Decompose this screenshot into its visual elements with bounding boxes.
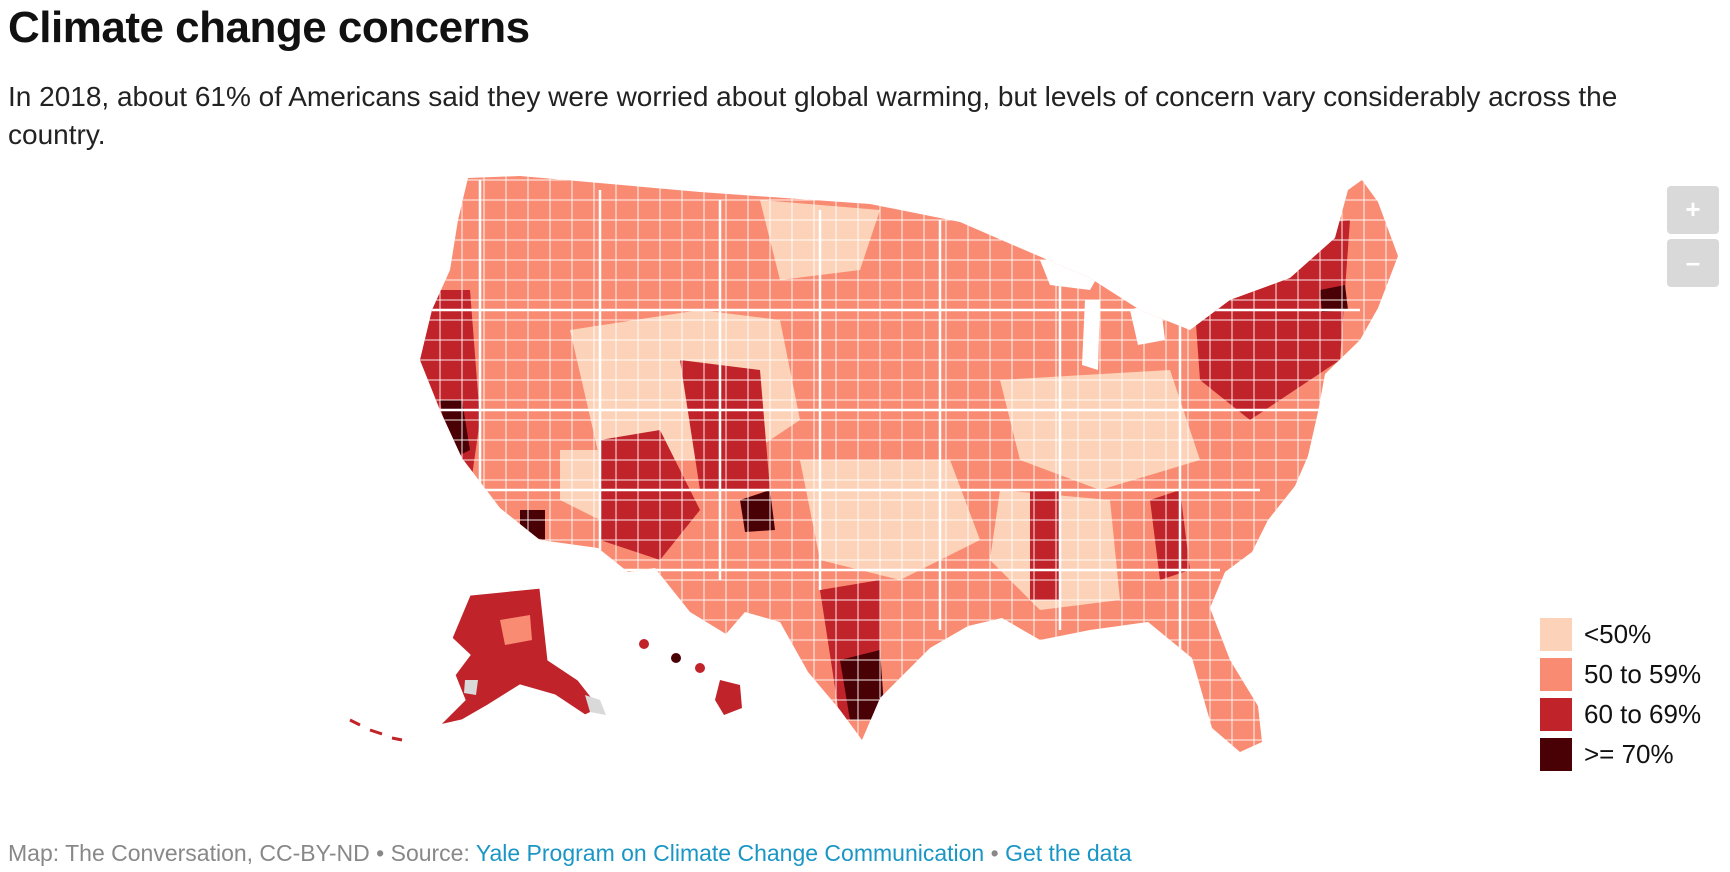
alaska-missing-data-2	[585, 695, 606, 715]
map-svg[interactable]	[0, 160, 1730, 800]
hawaii-big-island	[715, 680, 742, 715]
source-separator: • Source:	[369, 840, 476, 866]
legend-swatch	[1540, 697, 1572, 731]
lake-michigan	[1082, 300, 1100, 370]
map-legend: <50% 50 to 59% 60 to 69% >= 70%	[1540, 614, 1701, 774]
alaska-lighter-area	[500, 615, 532, 645]
footer-credit: Map: The Conversation, CC-BY-ND • Source…	[8, 840, 1132, 867]
hawaii-oahu	[671, 653, 681, 663]
legend-swatch	[1540, 657, 1572, 691]
legend-item: >= 70%	[1540, 734, 1701, 774]
alaska-missing-data	[464, 680, 478, 695]
hawaii	[639, 639, 742, 715]
page-subtitle: In 2018, about 61% of Americans said the…	[8, 81, 1618, 150]
state-borders	[420, 180, 1360, 660]
legend-swatch	[1540, 617, 1572, 651]
data-separator: •	[984, 840, 1006, 866]
source-link[interactable]: Yale Program on Climate Change Communica…	[475, 840, 985, 866]
legend-label: >= 70%	[1584, 738, 1674, 769]
get-data-link[interactable]: Get the data	[1005, 840, 1132, 866]
aleutian-islands	[349, 718, 403, 742]
credit-text: Map: The Conversation, CC-BY-ND	[8, 840, 370, 866]
hawaii-maui	[695, 663, 705, 673]
alaska	[349, 587, 606, 742]
page-title: Climate change concerns	[8, 3, 530, 52]
hawaii-kauai	[639, 639, 649, 649]
zoom-out-button[interactable]: –	[1667, 239, 1719, 287]
legend-item: 50 to 59%	[1540, 654, 1701, 694]
legend-swatch	[1540, 737, 1572, 771]
legend-label: 50 to 59%	[1584, 658, 1702, 689]
us-county-map[interactable]	[0, 160, 1730, 800]
legend-label: 60 to 69%	[1584, 698, 1702, 729]
legend-item: <50%	[1540, 614, 1701, 654]
zoom-in-button[interactable]: +	[1667, 186, 1719, 234]
legend-label: <50%	[1584, 618, 1652, 649]
legend-item: 60 to 69%	[1540, 694, 1701, 734]
